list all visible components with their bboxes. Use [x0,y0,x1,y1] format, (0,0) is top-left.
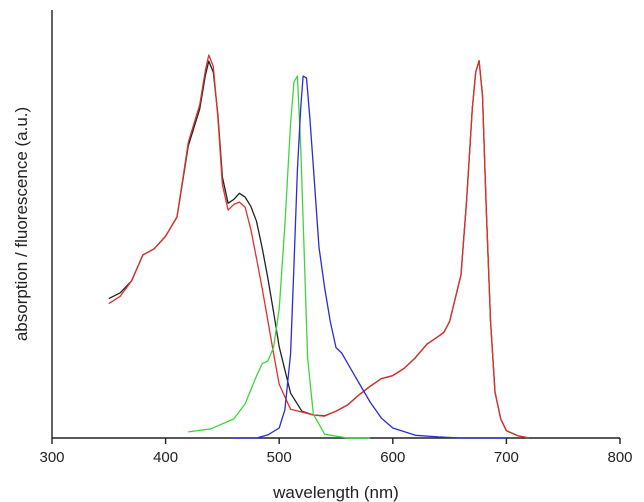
x-tick-label: 300 [39,449,64,466]
series-line-blue [233,75,507,439]
series-layer [108,54,530,439]
x-tick-label: 600 [380,449,405,466]
series-line-green [188,75,371,439]
x-axis-title: wavelength (nm) [272,483,399,502]
x-tick-label: 400 [153,449,178,466]
x-tick-label: 700 [494,449,519,466]
x-tick-label: 500 [267,449,292,466]
x-tick-label: 800 [607,449,632,466]
x-ticks: 300 400 500 600 700 800 [39,438,633,466]
y-axis-title: absorption / fluorescence (a.u.) [12,107,31,341]
